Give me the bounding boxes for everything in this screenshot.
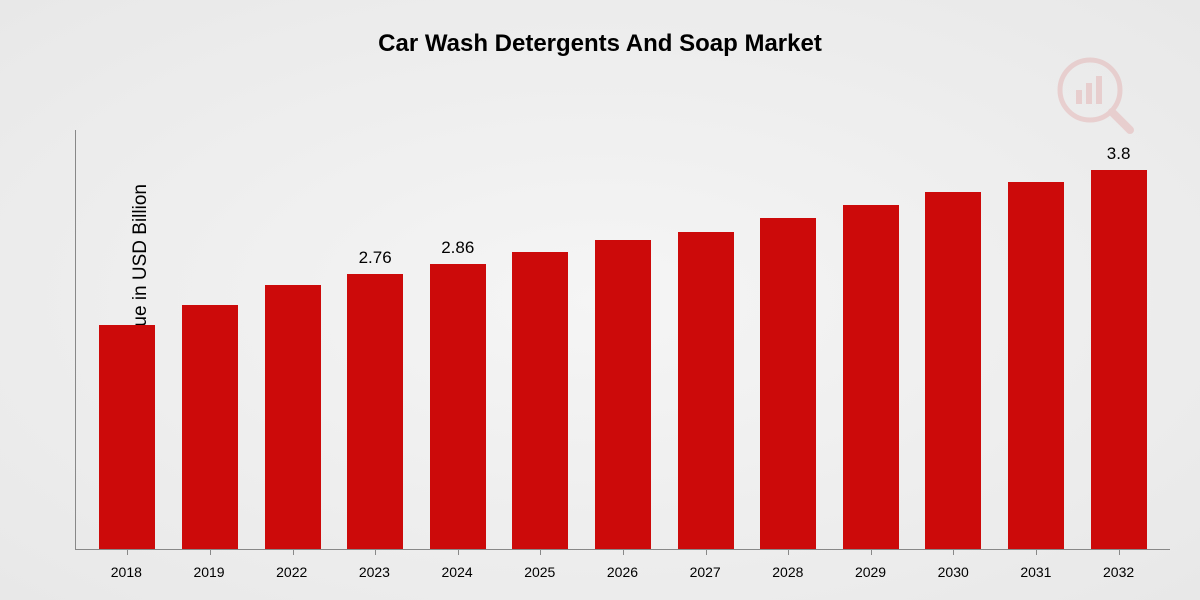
bar-2024: 2.86 xyxy=(416,130,499,549)
bar xyxy=(1008,182,1064,549)
x-label-2029: 2029 xyxy=(829,564,912,580)
bar-value-label: 2.86 xyxy=(441,238,474,258)
x-tick xyxy=(540,549,541,555)
x-label-2027: 2027 xyxy=(664,564,747,580)
chart-plot-area: 2.76 2.86 3.8 xyxy=(75,130,1170,550)
bar-value-label: 2.76 xyxy=(359,248,392,268)
x-tick xyxy=(458,549,459,555)
bar-value-label: 3.8 xyxy=(1107,144,1131,164)
bar xyxy=(843,205,899,549)
bar-2023: 2.76 xyxy=(334,130,417,549)
bar xyxy=(1091,170,1147,549)
x-label-2023: 2023 xyxy=(333,564,416,580)
x-label-2028: 2028 xyxy=(747,564,830,580)
x-tick xyxy=(1119,549,1120,555)
x-label-2018: 2018 xyxy=(85,564,168,580)
x-tick xyxy=(293,549,294,555)
bar-2031 xyxy=(995,130,1078,549)
bar xyxy=(925,192,981,549)
bar-2027 xyxy=(664,130,747,549)
bar-2022 xyxy=(251,130,334,549)
bar xyxy=(265,285,321,549)
x-label-2032: 2032 xyxy=(1077,564,1160,580)
bar-2030 xyxy=(912,130,995,549)
x-tick xyxy=(1036,549,1037,555)
x-tick xyxy=(127,549,128,555)
x-label-2019: 2019 xyxy=(168,564,251,580)
chart-title: Car Wash Detergents And Soap Market xyxy=(378,30,822,58)
x-label-2022: 2022 xyxy=(250,564,333,580)
bar xyxy=(99,325,155,549)
bar xyxy=(347,274,403,549)
bar xyxy=(512,252,568,549)
x-tick xyxy=(375,549,376,555)
x-label-2024: 2024 xyxy=(416,564,499,580)
bar-2025 xyxy=(499,130,582,549)
bar-2026 xyxy=(582,130,665,549)
x-tick xyxy=(706,549,707,555)
x-label-2031: 2031 xyxy=(995,564,1078,580)
bar xyxy=(182,305,238,549)
x-tick xyxy=(210,549,211,555)
x-tick xyxy=(871,549,872,555)
x-label-2025: 2025 xyxy=(498,564,581,580)
x-tick xyxy=(788,549,789,555)
bar-2019 xyxy=(169,130,252,549)
bar-2032: 3.8 xyxy=(1077,130,1160,549)
x-label-2030: 2030 xyxy=(912,564,995,580)
bar xyxy=(760,218,816,549)
x-label-2026: 2026 xyxy=(581,564,664,580)
x-axis-labels: 2018201920222023202420252026202720282029… xyxy=(75,564,1170,580)
bar-2029 xyxy=(829,130,912,549)
bar xyxy=(595,240,651,549)
bar xyxy=(430,264,486,549)
bar-2018 xyxy=(86,130,169,549)
x-tick xyxy=(623,549,624,555)
bar xyxy=(678,232,734,549)
bar-2028 xyxy=(747,130,830,549)
x-tick xyxy=(953,549,954,555)
